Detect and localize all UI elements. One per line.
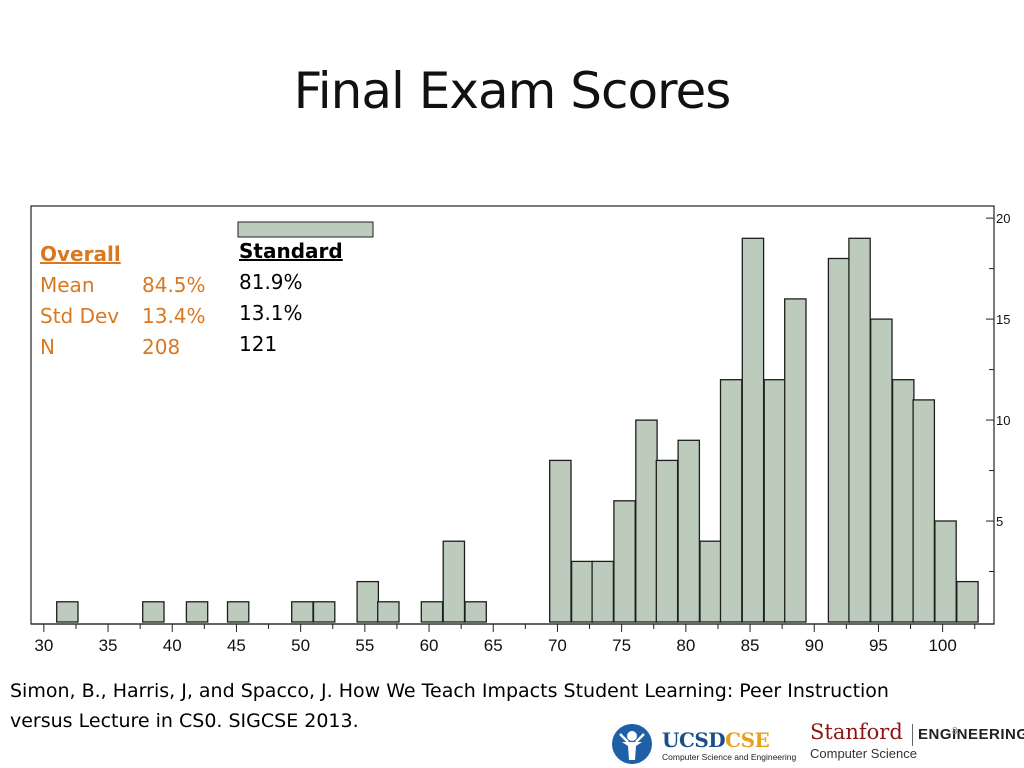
x-tick-label: 100: [928, 636, 956, 655]
histogram-bar: [677, 439, 701, 623]
histogram-bar: [934, 520, 957, 623]
x-tick-label: 90: [805, 636, 824, 655]
histogram-bar: [291, 601, 314, 623]
histogram-bar: [356, 580, 380, 623]
histogram-bar: [442, 540, 466, 623]
bars-group: [56, 237, 979, 623]
x-tick-label: 35: [99, 636, 118, 655]
histogram-bar: [784, 298, 807, 623]
x-tick-label: 45: [227, 636, 246, 655]
cse-text: CSE: [725, 728, 770, 752]
histogram-bar: [420, 601, 444, 623]
histogram-bar: [635, 419, 658, 623]
histogram-bar: [56, 601, 79, 623]
overall-n-value: 208: [142, 335, 181, 359]
histogram-bar: [763, 379, 787, 623]
histogram-bar: [848, 237, 871, 623]
x-tick-label: 95: [869, 636, 888, 655]
engineering-wordmark: ENGINEERING: [918, 726, 1024, 743]
histogram-bar: [827, 257, 851, 623]
standard-std-dev-value: 13.1%: [239, 301, 303, 325]
y-tick-label: 10: [996, 413, 1010, 428]
y-tick-label: 5: [996, 514, 1003, 529]
histogram-bar: [870, 318, 893, 623]
histogram-bar: [912, 399, 936, 623]
histogram-bar: [891, 379, 915, 623]
overall-stats-labels: Overall Mean Std Dev N: [40, 239, 121, 363]
y-tick-label: 20: [996, 211, 1010, 226]
std-dev-label: Std Dev: [40, 304, 120, 328]
citation-line-2: versus Lecture in CS0. SIGCSE 2013.: [10, 710, 359, 732]
stanford-subtitle: Computer Science: [810, 746, 917, 761]
histogram-bar: [741, 237, 765, 623]
stanford-wordmark: Stanford: [810, 720, 903, 744]
overall-mean-value: 84.5%: [142, 273, 206, 297]
standard-n-value: 121: [239, 332, 278, 356]
standard-header: Standard: [239, 239, 343, 263]
mean-label: Mean: [40, 273, 95, 297]
histogram-bar: [142, 601, 165, 623]
legend-swatch: [237, 221, 374, 238]
histogram-bar: [464, 601, 487, 623]
x-tick-label: 30: [34, 636, 53, 655]
histogram-bar: [185, 601, 209, 623]
y-axis: 5 10 15 20: [986, 211, 1010, 573]
standard-mean-value: 81.9%: [239, 270, 303, 294]
logo-separator: [912, 724, 913, 746]
overall-std-dev-value: 13.4%: [142, 304, 206, 328]
x-axis: 30 35 40 45 50 55 60 65 70 75 80 85 90 95 100: [31, 623, 994, 655]
x-tick-label: 65: [484, 636, 503, 655]
histogram-bar: [719, 379, 743, 623]
standard-stats: Standard 81.9% 13.1% 121: [239, 236, 343, 360]
histogram-bar: [699, 540, 722, 623]
x-tick-label: 85: [741, 636, 760, 655]
histogram-bar: [655, 459, 679, 623]
x-tick-label: 60: [420, 636, 439, 655]
ucsd-text: UCSD: [662, 728, 726, 752]
histogram-bar: [956, 580, 979, 623]
x-tick-label: 75: [612, 636, 631, 655]
stanford-engineering-logo: Stanford ENGINEERING Computer Science: [808, 718, 1024, 768]
ucsd-subtitle: Computer Science and Engineering: [662, 752, 797, 762]
histogram-bar: [549, 459, 572, 623]
histogram-bar: [226, 601, 250, 623]
x-tick-label: 50: [291, 636, 310, 655]
histogram-bar: [613, 500, 636, 623]
y-tick-label: 15: [996, 312, 1010, 327]
histogram-bar: [377, 601, 400, 623]
overall-stats-values: 84.5% 13.4% 208: [142, 270, 206, 363]
histogram-bar: [591, 560, 615, 623]
ucsd-cse-logo: UCSDCSE Computer Science and Engineering: [608, 716, 798, 768]
slide-title: Final Exam Scores: [293, 62, 732, 120]
x-tick-label: 40: [163, 636, 182, 655]
histogram-bar: [312, 601, 336, 623]
triton-figure-icon: [612, 724, 652, 764]
overall-header: Overall: [40, 242, 121, 266]
ucsd-wordmark: UCSDCSE: [662, 728, 770, 752]
x-tick-label: 55: [355, 636, 374, 655]
x-tick-label: 80: [676, 636, 695, 655]
citation-line-1: Simon, B., Harris, J, and Spacco, J. How…: [10, 680, 889, 702]
n-label: N: [40, 335, 55, 359]
citation: Simon, B., Harris, J, and Spacco, J. How…: [10, 676, 1010, 736]
histogram-bar: [570, 560, 594, 623]
x-tick-label: 70: [548, 636, 567, 655]
slide-number: 8: [952, 726, 958, 737]
